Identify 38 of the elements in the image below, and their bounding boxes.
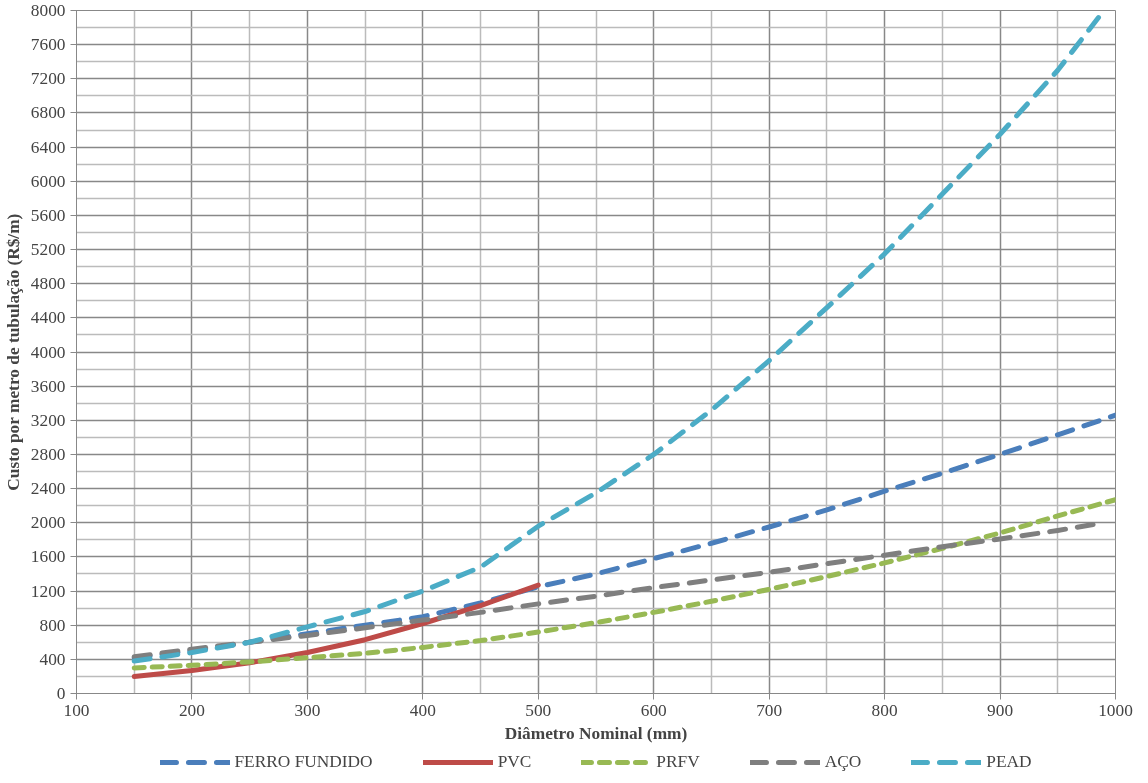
y-tick-label: 6400 <box>30 137 66 157</box>
y-tick-label: 0 <box>56 684 66 703</box>
y-tick-label: 3600 <box>30 376 66 396</box>
y-tick-label: 8000 <box>30 1 66 20</box>
y-tick-label: 6800 <box>30 103 66 123</box>
y-tick-label: 4000 <box>30 342 66 362</box>
y-tick-label: 5600 <box>30 205 66 225</box>
y-tick-label: 7200 <box>30 69 66 89</box>
legend-label: PVC <box>497 752 532 772</box>
legend-label: PEAD <box>986 752 1032 772</box>
x-tick-label: 900 <box>987 700 1014 720</box>
y-tick-label: 6000 <box>30 171 66 191</box>
x-tick-label: 700 <box>756 700 783 720</box>
x-tick-label: 300 <box>294 700 321 720</box>
legend-label: FERRO FUNDIDO <box>234 752 373 772</box>
y-tick-label: 1200 <box>30 581 66 601</box>
x-tick-label: 600 <box>640 700 667 720</box>
y-tick-label: 4400 <box>30 308 66 328</box>
x-axis-title: Diâmetro Nominal (mm) <box>504 723 688 743</box>
legend-label: PRFV <box>656 752 700 772</box>
x-tick-label: 1000 <box>1098 700 1133 720</box>
y-tick-label: 2800 <box>30 444 66 464</box>
y-tick-label: 2400 <box>30 479 66 499</box>
x-tick-label: 200 <box>178 700 205 720</box>
y-tick-label: 7600 <box>30 35 66 55</box>
y-tick-label: 400 <box>39 649 66 669</box>
y-tick-label: 800 <box>39 615 66 635</box>
y-tick-label: 1600 <box>30 547 66 567</box>
y-tick-label: 2000 <box>30 513 66 533</box>
y-tick-label: 3200 <box>30 410 66 430</box>
x-tick-label: 400 <box>409 700 436 720</box>
y-tick-label: 5200 <box>30 240 66 260</box>
x-tick-label: 800 <box>871 700 898 720</box>
x-tick-label: 100 <box>63 700 90 720</box>
legend-label: AÇO <box>824 752 862 772</box>
y-axis-title: Custo por metro de tubulação (R$/m) <box>3 213 23 491</box>
x-tick-label: 500 <box>525 700 552 720</box>
y-tick-label: 4800 <box>30 274 66 294</box>
